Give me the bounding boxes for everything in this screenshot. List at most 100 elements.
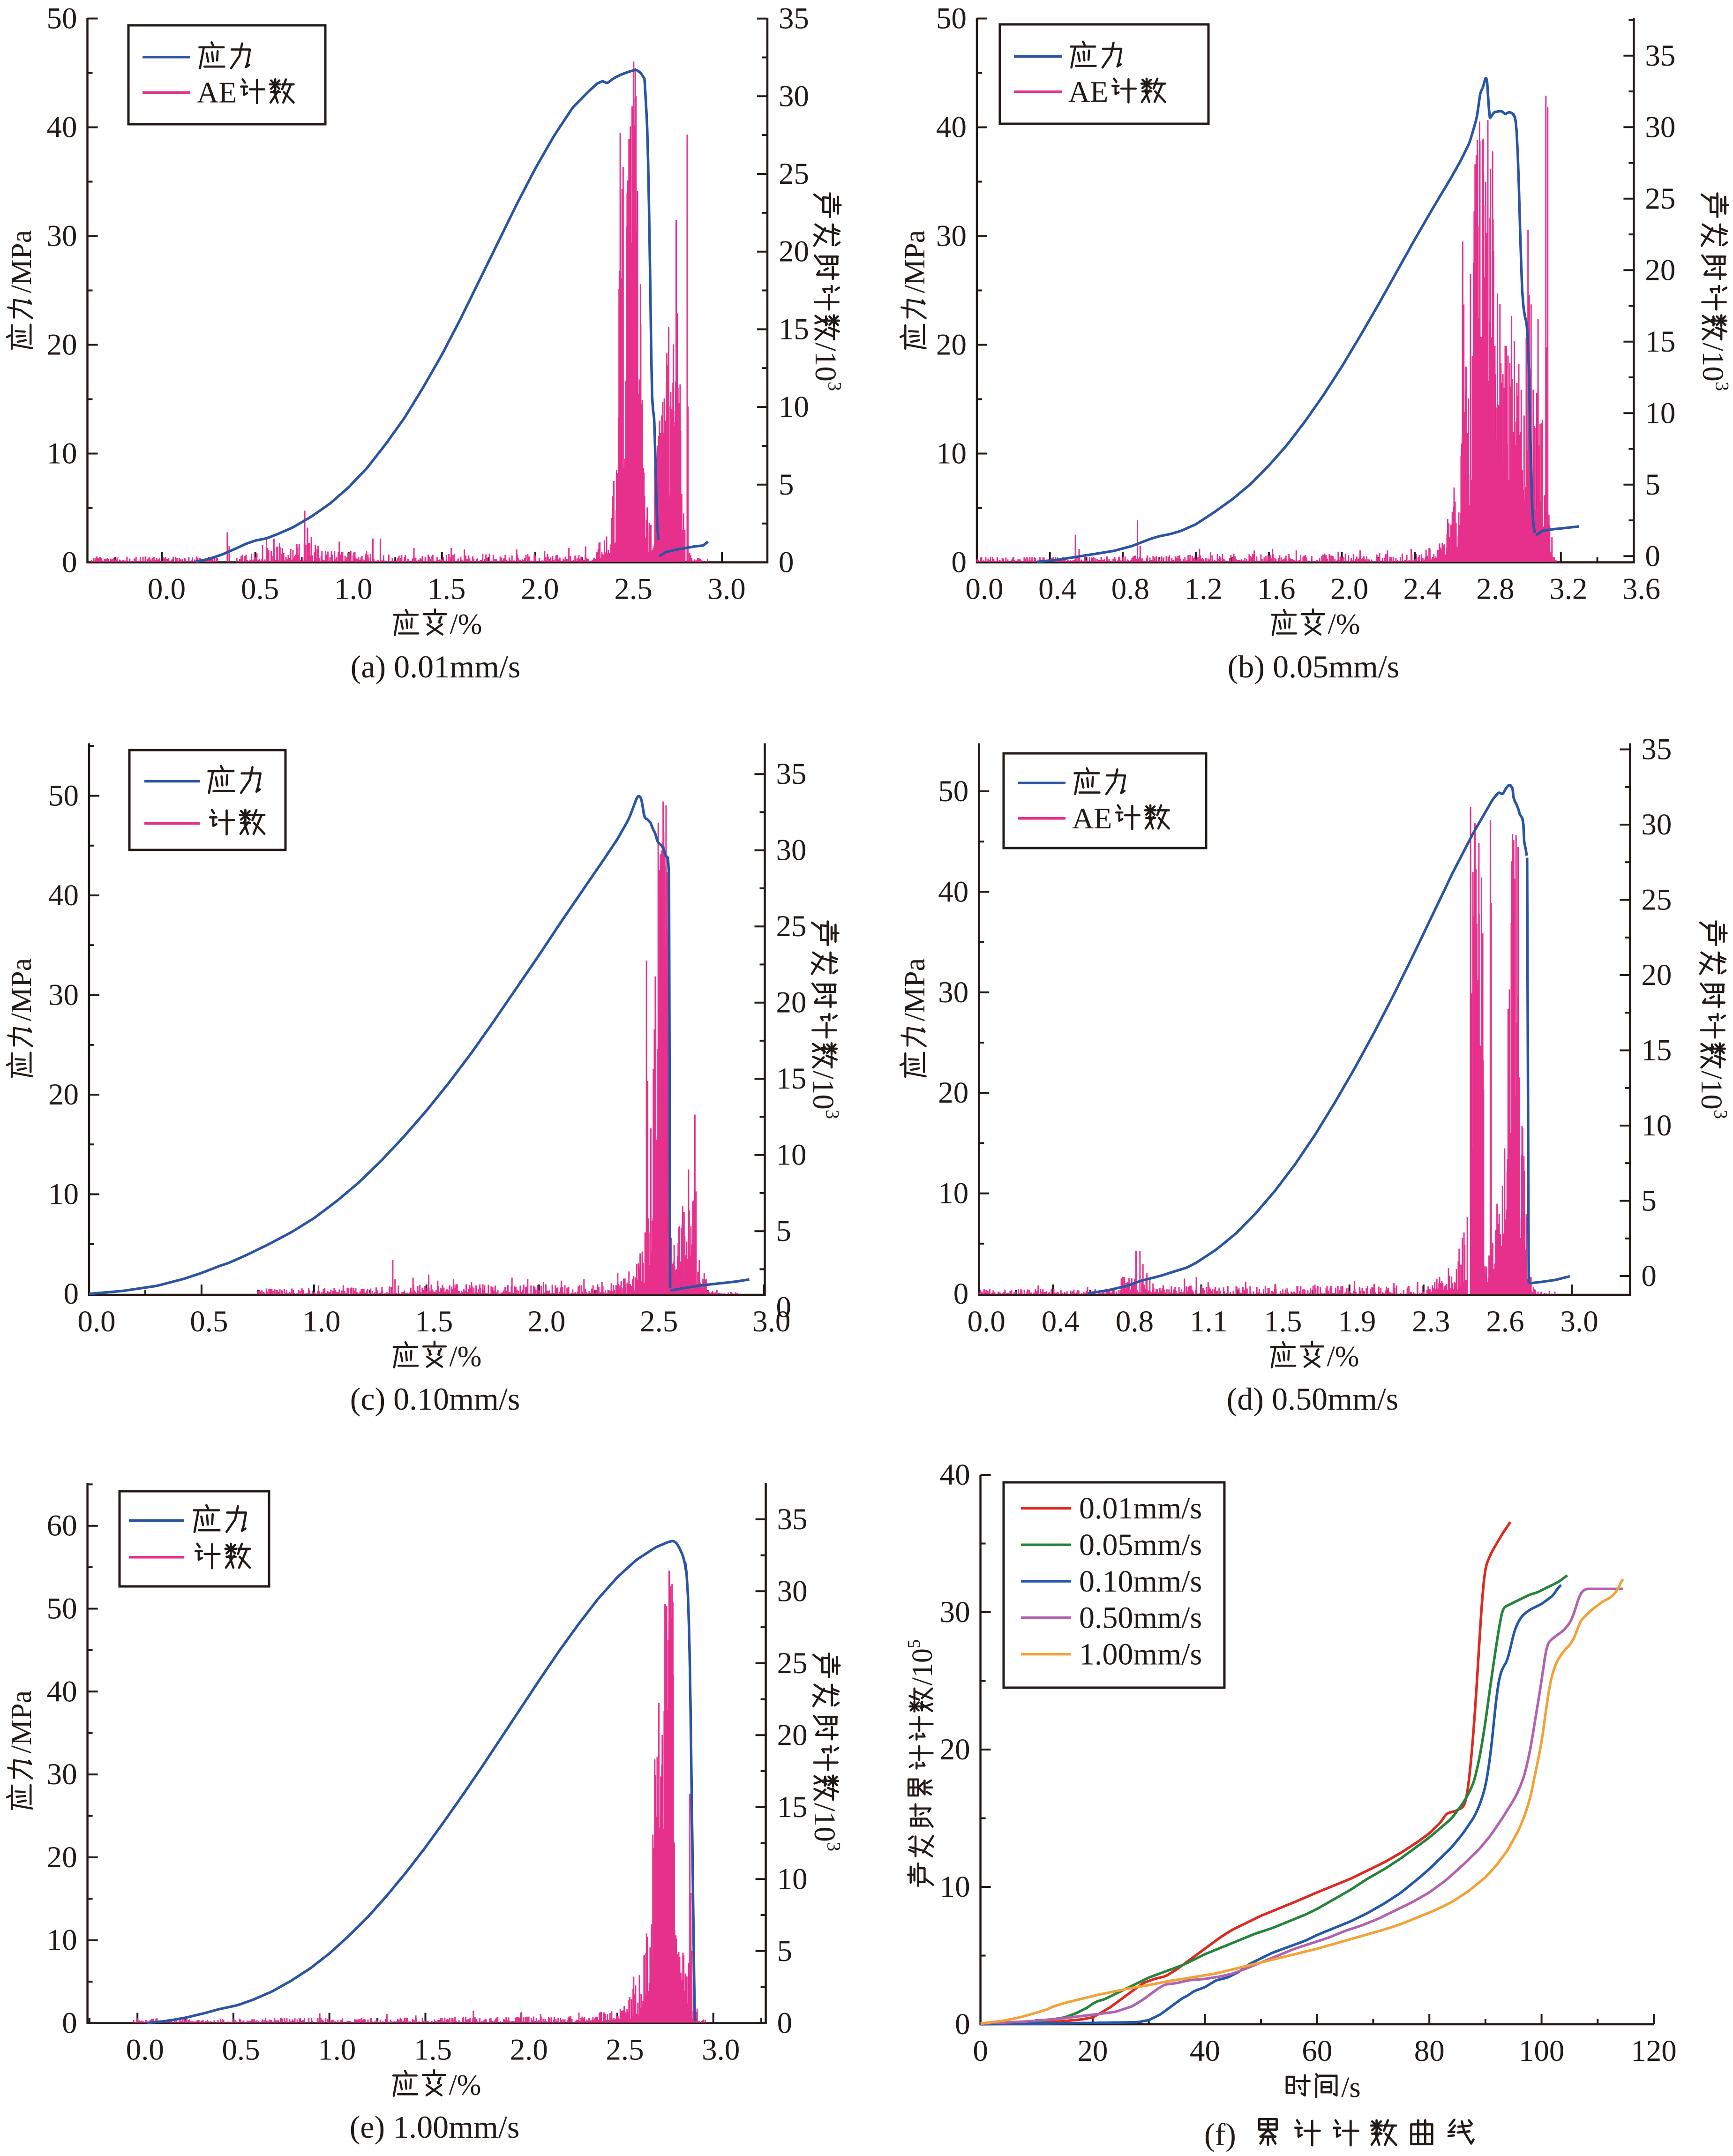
svg-text:3: 3: [1710, 1110, 1731, 1119]
svg-text:50: 50: [48, 779, 79, 813]
svg-text:3: 3: [822, 1110, 843, 1119]
svg-text:2.3: 2.3: [1412, 1305, 1450, 1338]
svg-text:30: 30: [938, 976, 968, 1009]
svg-text:/%: /%: [450, 1341, 482, 1373]
svg-text:50: 50: [936, 2, 967, 36]
svg-text:(e) 1.00mm/s: (e) 1.00mm/s: [350, 2109, 520, 2145]
svg-text:20: 20: [1641, 958, 1672, 992]
svg-text:/s: /s: [1341, 2072, 1360, 2103]
svg-text:1.1: 1.1: [1190, 1305, 1228, 1338]
svg-text:20: 20: [48, 1078, 79, 1112]
svg-text:15: 15: [1641, 1034, 1672, 1067]
svg-text:0: 0: [62, 546, 77, 579]
svg-text:100: 100: [1519, 2034, 1565, 2068]
svg-text:/%: /%: [1327, 1341, 1359, 1373]
svg-text:/%: /%: [450, 608, 482, 640]
svg-text:10: 10: [48, 1178, 79, 1211]
svg-text:1.5: 1.5: [415, 1305, 453, 1338]
svg-text:/%: /%: [1328, 608, 1360, 640]
svg-text:50: 50: [47, 2, 77, 36]
svg-text:20: 20: [940, 1733, 970, 1766]
svg-text:5: 5: [779, 468, 794, 502]
svg-text:15: 15: [777, 1790, 808, 1824]
svg-text:2.0: 2.0: [1330, 572, 1368, 606]
svg-text:10: 10: [938, 1177, 968, 1210]
svg-text:(f): (f): [1204, 2117, 1236, 2152]
svg-text:30: 30: [47, 1758, 77, 1791]
svg-text:/10: /10: [806, 1071, 840, 1110]
svg-text:10: 10: [779, 390, 809, 424]
svg-text:AE: AE: [1072, 802, 1112, 835]
svg-text:10: 10: [47, 1923, 77, 1957]
svg-text:0.0: 0.0: [965, 572, 1003, 606]
svg-text:0.5: 0.5: [222, 2033, 260, 2067]
svg-text:0: 0: [776, 1291, 792, 1324]
svg-text:40: 40: [938, 875, 968, 909]
svg-text:3.0: 3.0: [707, 572, 745, 606]
svg-text:3.2: 3.2: [1549, 572, 1587, 606]
svg-text:/10: /10: [907, 1648, 938, 1685]
svg-text:30: 30: [776, 834, 807, 867]
svg-text:30: 30: [777, 1574, 808, 1608]
svg-text:/MPa: /MPa: [899, 230, 931, 293]
svg-text:10: 10: [936, 437, 967, 471]
svg-text:20: 20: [47, 328, 77, 362]
svg-text:0: 0: [1645, 539, 1660, 573]
svg-text:1.0: 1.0: [334, 572, 372, 606]
svg-text:60: 60: [1302, 2034, 1332, 2068]
svg-text:0.50mm/s: 0.50mm/s: [1079, 1601, 1202, 1635]
svg-text:1.5: 1.5: [428, 572, 465, 606]
svg-text:/MPa: /MPa: [6, 958, 38, 1021]
svg-text:3.6: 3.6: [1622, 572, 1660, 606]
svg-text:0: 0: [779, 546, 794, 579]
svg-text:15: 15: [1645, 325, 1675, 359]
svg-text:0: 0: [955, 2007, 970, 2041]
svg-text:20: 20: [1078, 2034, 1108, 2068]
svg-text:20: 20: [1645, 253, 1675, 287]
svg-text:1.0: 1.0: [318, 2033, 356, 2067]
svg-text:35: 35: [777, 1502, 808, 1536]
svg-text:(b) 0.05mm/s: (b) 0.05mm/s: [1228, 649, 1399, 684]
svg-text:/MPa: /MPa: [6, 230, 38, 293]
svg-text:/10: /10: [1696, 343, 1730, 382]
svg-text:0.01mm/s: 0.01mm/s: [1079, 1491, 1202, 1525]
svg-text:20: 20: [779, 235, 809, 269]
svg-text:1.00mm/s: 1.00mm/s: [1079, 1637, 1202, 1671]
svg-text:0: 0: [64, 1277, 79, 1311]
svg-text:35: 35: [1645, 39, 1675, 73]
svg-text:10: 10: [940, 1870, 970, 1904]
svg-text:/10: /10: [809, 343, 842, 382]
svg-text:2.6: 2.6: [1486, 1305, 1524, 1338]
svg-text:/%: /%: [449, 2069, 481, 2101]
svg-text:10: 10: [47, 437, 77, 471]
svg-text:10: 10: [777, 1862, 808, 1896]
svg-text:20: 20: [777, 1718, 808, 1752]
svg-text:2.8: 2.8: [1476, 572, 1514, 606]
svg-text:25: 25: [779, 157, 809, 191]
svg-text:30: 30: [940, 1595, 970, 1629]
svg-text:50: 50: [938, 774, 968, 808]
svg-text:15: 15: [779, 312, 809, 346]
svg-text:1.6: 1.6: [1257, 572, 1295, 606]
svg-text:35: 35: [779, 2, 809, 36]
svg-text:/MPa: /MPa: [6, 1690, 38, 1753]
svg-text:40: 40: [936, 111, 967, 144]
svg-text:60: 60: [47, 1509, 77, 1543]
svg-text:(d) 0.50mm/s: (d) 0.50mm/s: [1227, 1381, 1398, 1417]
svg-text:40: 40: [48, 879, 79, 912]
svg-text:1.5: 1.5: [414, 2033, 452, 2067]
svg-text:20: 20: [936, 328, 967, 362]
svg-text:3.0: 3.0: [1560, 1305, 1598, 1338]
svg-text:30: 30: [1645, 110, 1675, 144]
svg-text:0.5: 0.5: [241, 572, 279, 606]
svg-text:5: 5: [904, 1639, 924, 1648]
svg-text:10: 10: [776, 1138, 807, 1172]
svg-text:2.5: 2.5: [640, 1305, 678, 1338]
svg-text:3: 3: [1711, 382, 1733, 391]
svg-text:3: 3: [823, 1842, 844, 1851]
svg-text:2.5: 2.5: [606, 2033, 644, 2067]
svg-text:35: 35: [1641, 733, 1672, 766]
svg-text:40: 40: [47, 1675, 77, 1708]
svg-text:3.0: 3.0: [702, 2033, 740, 2067]
svg-text:2.0: 2.0: [521, 572, 559, 606]
